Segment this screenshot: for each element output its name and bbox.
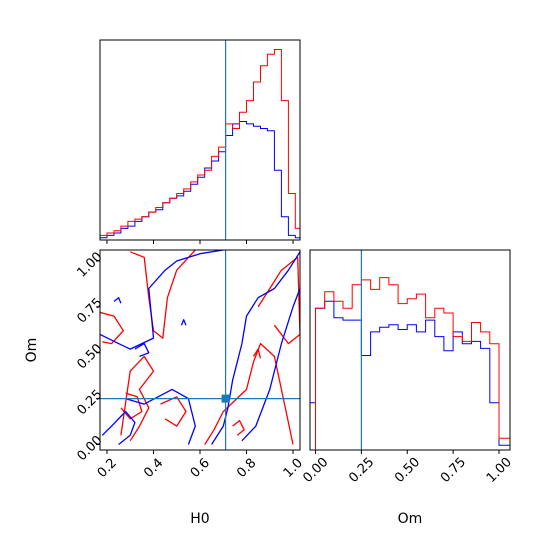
om-tick-label-0.50: 0.50 (74, 341, 105, 372)
contour-blue-6 (180, 319, 187, 326)
contour-red-0 (100, 311, 124, 345)
h0-histogram-frame (99, 39, 301, 241)
om-histogram-frame (309, 249, 511, 451)
h0-tick-label-0.6: 0.6 (188, 456, 213, 481)
contour-blue-1 (125, 388, 196, 445)
contour-blue-2 (101, 410, 136, 446)
contour-red-2 (120, 392, 143, 420)
joint-frame (99, 249, 301, 451)
contour-red-1 (129, 250, 196, 339)
x-axis-label-h0: H0 (190, 511, 209, 527)
contour-red-6 (257, 256, 300, 345)
om-tick-label-1.00: 1.00 (74, 249, 105, 280)
joint-contour-panel: 0.2 0.4 0.6 0.8 1.0 0.000.250.500.751.00 (74, 249, 306, 480)
y-axis-label-om: Om (24, 338, 40, 363)
contour-red-4 (160, 396, 187, 427)
om-hist-tick-label-0.75: 0.75 (438, 455, 469, 486)
om-hist-tick-label-0.50: 0.50 (392, 455, 423, 486)
contour-blue-4 (241, 288, 300, 442)
contour-red-8 (252, 348, 262, 359)
h0-histogram-blue (100, 121, 300, 239)
h0-tick-label-0.8: 0.8 (234, 456, 259, 481)
h0-tick-label-0.4: 0.4 (141, 456, 166, 481)
contour-red-7 (232, 419, 245, 436)
h0-histogram-panel (99, 39, 301, 244)
om-tick-label-0.00: 0.00 (74, 433, 105, 464)
om-tick-label-0.25: 0.25 (74, 387, 105, 418)
h0-tick-label-0.2: 0.2 (95, 456, 120, 481)
contour-blue-5 (113, 297, 122, 304)
h0-histogram-red (100, 49, 300, 236)
contour-red-5 (204, 342, 294, 445)
x-axis-label-om: Om (398, 511, 423, 527)
om-hist-tick-label-0.00: 0.00 (300, 455, 331, 486)
om-histogram-panel: 0.00 0.25 0.50 0.75 1.00 (300, 249, 515, 486)
contour-blue-7 (134, 342, 150, 358)
om-histogram-red (310, 277, 510, 451)
om-hist-tick-label-0.25: 0.25 (346, 455, 377, 486)
om-hist-tick-label-1.00: 1.00 (484, 455, 515, 486)
contour-red-3 (120, 355, 155, 442)
truth-marker (221, 394, 230, 403)
contour-blue-0 (100, 250, 224, 350)
om-tick-label-0.75: 0.75 (74, 295, 105, 326)
